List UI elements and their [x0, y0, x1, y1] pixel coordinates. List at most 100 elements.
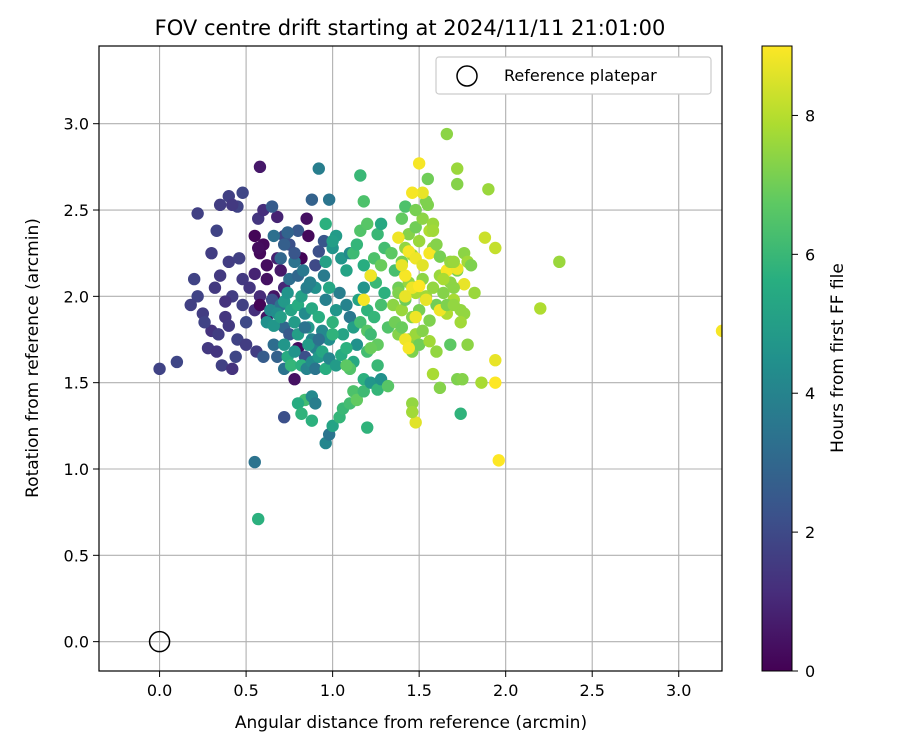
data-point [715, 324, 722, 338]
data-point [212, 328, 225, 341]
x-tick-label: 2.5 [579, 681, 604, 700]
data-point [437, 286, 450, 300]
scatter-points [153, 127, 722, 526]
data-point [198, 316, 211, 329]
x-tick-label: 0.5 [233, 681, 258, 700]
data-point [395, 212, 409, 225]
data-point [205, 246, 218, 260]
x-tick-label: 3.0 [666, 681, 691, 700]
data-point [371, 227, 384, 241]
data-point [274, 310, 287, 324]
data-point [252, 241, 265, 255]
data-point [277, 238, 291, 251]
data-point [288, 345, 301, 358]
data-point [416, 259, 429, 272]
data-point [399, 290, 412, 303]
data-point [219, 295, 232, 308]
data-point [291, 224, 305, 237]
data-point [395, 321, 409, 334]
data-point [236, 186, 249, 199]
data-point [381, 379, 395, 393]
data-point [447, 255, 460, 269]
x-tick-label: 2.0 [493, 681, 518, 700]
data-point [409, 310, 422, 324]
data-point [309, 259, 322, 272]
data-point [274, 264, 287, 277]
data-point [252, 512, 265, 526]
data-point [300, 212, 313, 225]
data-point [305, 302, 319, 315]
data-point [213, 198, 227, 212]
data-point [236, 298, 249, 312]
data-point [274, 252, 287, 265]
data-point [399, 269, 412, 282]
data-point [357, 293, 370, 306]
data-point [277, 338, 291, 351]
data-point [534, 302, 547, 315]
data-point [489, 376, 502, 389]
data-point [357, 385, 370, 398]
data-point [298, 321, 312, 334]
data-point [454, 407, 467, 420]
data-point [309, 397, 322, 410]
data-point [333, 286, 346, 300]
data-point [291, 397, 305, 410]
legend-reference-marker [456, 65, 478, 87]
data-point [489, 241, 502, 255]
colorbar-title: Hours from first FF file [828, 263, 848, 453]
data-point [392, 231, 405, 244]
data-point [239, 338, 253, 351]
legend: Reference platepar [435, 56, 712, 95]
reference-point [148, 630, 171, 653]
data-point [433, 381, 447, 395]
data-point [288, 255, 301, 269]
data-point [153, 362, 166, 376]
data-point [553, 255, 566, 269]
data-point [253, 160, 267, 174]
data-point [329, 303, 343, 317]
data-point [440, 127, 454, 141]
data-point [319, 217, 332, 231]
x-axis-title: Angular distance from reference (arcmin) [235, 713, 587, 733]
data-point [319, 362, 332, 376]
data-point [364, 269, 377, 282]
data-point [374, 217, 388, 231]
data-point [322, 193, 336, 206]
data-point [419, 293, 433, 306]
data-point [312, 162, 325, 175]
data-point [399, 200, 412, 213]
data-point [170, 355, 184, 369]
data-point [416, 186, 429, 199]
data-point [232, 252, 246, 265]
data-point [297, 264, 310, 277]
data-point [312, 245, 325, 258]
y-axis-ticks: 0.0 0.5 1.0 1.5 2.0 2.5 3.0 [64, 115, 99, 652]
data-point [378, 286, 391, 300]
colorbar [761, 45, 793, 672]
data-point [412, 234, 426, 248]
data-point [222, 255, 235, 269]
data-point [430, 345, 443, 358]
data-point [317, 269, 331, 282]
data-point [361, 217, 374, 231]
data-point [229, 350, 242, 363]
y-tick-label: 0.5 [64, 546, 89, 565]
x-tick-label: 1.0 [320, 681, 345, 700]
data-point [260, 259, 274, 272]
data-point [239, 316, 253, 329]
data-point [447, 281, 460, 294]
colorbar-tick-label: 0 [805, 662, 815, 681]
data-point [426, 367, 440, 381]
data-point [402, 341, 415, 355]
data-point [312, 310, 325, 324]
data-point [354, 316, 367, 329]
data-point [340, 264, 353, 277]
legend-box [435, 56, 712, 95]
data-point [281, 226, 294, 239]
data-point [412, 338, 426, 351]
data-point [423, 314, 436, 327]
y-tick-label: 1.5 [64, 374, 89, 393]
data-point [412, 279, 426, 293]
data-point [478, 231, 492, 244]
data-point [406, 405, 419, 419]
